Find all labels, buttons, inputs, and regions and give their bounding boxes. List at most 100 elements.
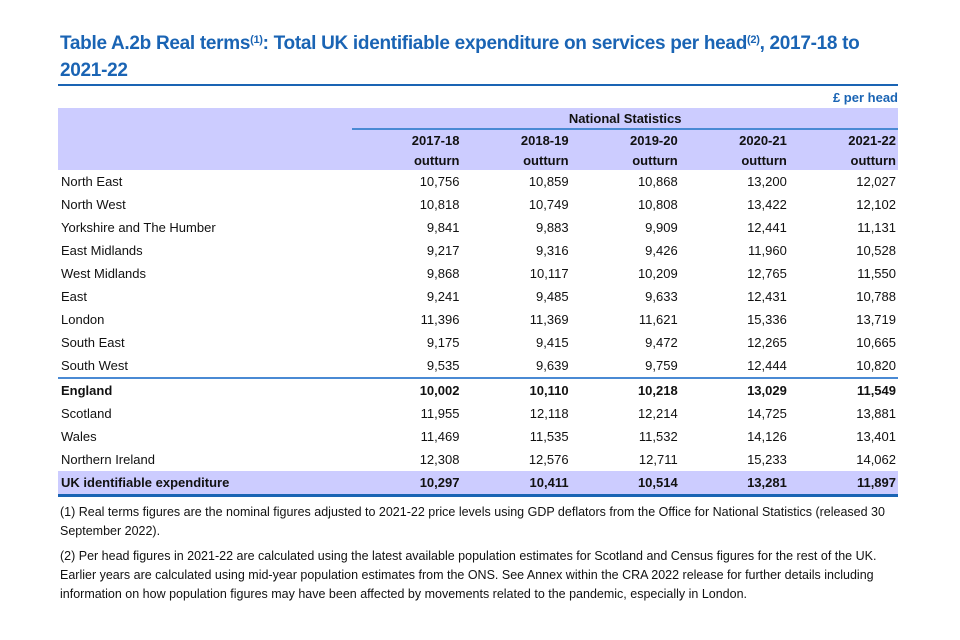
cell-value: 15,336 [747,312,787,327]
cell-value: 11,955 [420,406,460,421]
column-type: outturn [741,152,787,168]
table-row: South West 9,535 9,639 9,759 12,444 10,820 [58,354,898,379]
row-label: South West [58,354,353,379]
cell-value: 12,711 [638,452,678,467]
cell-value: 9,639 [461,354,571,379]
cell-value: 10,859 [528,174,569,189]
cell-value: 12,576 [528,452,569,467]
cell-value: 10,756 [419,174,460,189]
cell-value: 9,175 [426,335,460,350]
cell-value: 14,725 [747,406,787,421]
row-label: East Midlands [61,243,143,258]
title-rule [58,84,898,86]
cell-value: 9,535 [352,354,462,379]
row-label: Scotland [61,406,112,421]
cell-value: 13,401 [856,429,896,444]
cell-value: 10,002 [419,383,460,398]
cell-value: 11,960 [748,243,787,258]
type-header-row: outturn outturn outturn outturn outturn [58,150,898,170]
cell-value: 10,808 [637,197,678,212]
column-type: outturn [413,152,460,168]
table-row: UK identifiable expenditure 10,297 10,411 1… [58,471,898,497]
cell-value: 9,241 [426,289,460,304]
title-middle: : Total UK identifiable expenditure on s… [262,33,748,54]
cell-value: 12,102 [856,197,896,212]
cell-value: 10,209 [637,266,678,281]
cell-value: 12,265 [747,335,787,350]
column-year: 2019-20 [630,132,678,148]
cell-value: 9,217 [426,243,460,258]
cell-value: 9,841 [426,220,460,235]
cell-value: 10,411 [461,471,571,497]
row-label: England [61,383,113,398]
title-suffix: , 2017-18 to 2021-22 [60,33,860,81]
table-row: Wales 11,469 11,535 11,532 14,126 13,401 [58,425,898,448]
cell-value: 13,422 [747,197,787,212]
cell-value: 15,233 [747,452,787,467]
table-row: East 9,241 9,485 9,633 12,431 10,788 [58,285,898,308]
footnote-ref-1: (1) [250,34,263,46]
row-label: North West [61,197,126,212]
footnote-1: (1) Real terms figures are the nominal f… [60,505,885,538]
cell-value: 11,369 [529,312,569,327]
cell-value: 12,027 [856,174,896,189]
cell-value: 10,110 [529,383,569,398]
cell-value: 13,881 [856,406,896,421]
table-row: Scotland 11,955 12,118 12,214 14,725 13,881 [58,402,898,425]
footnote-ref-2: (2) [747,34,760,46]
cell-value: 11,621 [638,312,678,327]
cell-value: 10,868 [637,174,678,189]
cell-value: 11,550 [857,266,896,281]
table-row: West Midlands 9,868 10,117 10,209 12,765 11,5… [58,262,898,285]
cell-value: 9,426 [645,243,678,258]
cell-value: 12,308 [419,452,460,467]
cell-value: 11,532 [638,429,678,444]
cell-value: 12,214 [637,406,678,421]
cell-value: 9,472 [645,335,678,350]
cell-value: 14,062 [856,452,896,467]
column-type: outturn [523,152,569,168]
cell-value: 10,514 [570,471,680,497]
table-row: South East 9,175 9,415 9,472 12,265 10,665 [58,331,898,354]
column-year: 2020-21 [739,132,787,148]
column-type: outturn [632,152,678,168]
table-row: England 10,002 10,110 10,218 13,029 11,549 [58,378,898,402]
cell-value: 10,117 [529,266,569,281]
table-row: London 11,396 11,369 11,621 15,336 13,719 [58,308,898,331]
row-label: London [61,312,105,327]
cell-value: 13,719 [856,312,896,327]
blank-header [58,129,352,150]
cell-value: 9,759 [570,354,680,379]
cell-value: 13,200 [747,174,787,189]
cell-value: 11,897 [788,471,898,497]
row-label: North East [61,174,123,189]
row-label: West Midlands [61,266,147,281]
title-prefix: Table A.2b Real terms [60,33,251,54]
cell-value: 9,415 [536,335,569,350]
cell-value: 9,485 [536,289,569,304]
cell-value: 11,131 [857,220,896,235]
table-title: Table A.2b Real terms(1): Total UK ident… [60,30,900,84]
column-year: 2021-22 [848,132,896,148]
table-row: Northern Ireland 12,308 12,576 12,711 15,233… [58,448,898,471]
table-row: Yorkshire and The Humber 9,841 9,883 9,909 1… [58,216,898,239]
cell-value: 10,818 [419,197,460,212]
cell-value: 12,441 [747,220,787,235]
cell-value: 10,297 [352,471,462,497]
cell-value: 11,535 [529,429,569,444]
footnote-2: (2) Per head figures in 2021-22 are calc… [60,549,877,601]
cell-value: 9,909 [645,220,678,235]
column-year: 2018-19 [520,132,569,148]
table-row: East Midlands 9,217 9,316 9,426 11,960 10,528 [58,239,898,262]
row-label: East [61,289,88,304]
cell-value: 10,528 [856,243,896,258]
cell-value: 10,820 [788,354,898,379]
cell-value: 9,316 [536,243,569,258]
row-label: Yorkshire and The Humber [61,220,216,235]
cell-value: 10,218 [637,383,678,398]
column-type: outturn [850,152,896,168]
cell-value: 12,765 [747,266,787,281]
national-statistics-header: National Statistics [352,108,898,130]
group-header-row: National Statistics [58,108,898,130]
cell-value: 12,444 [679,354,789,379]
